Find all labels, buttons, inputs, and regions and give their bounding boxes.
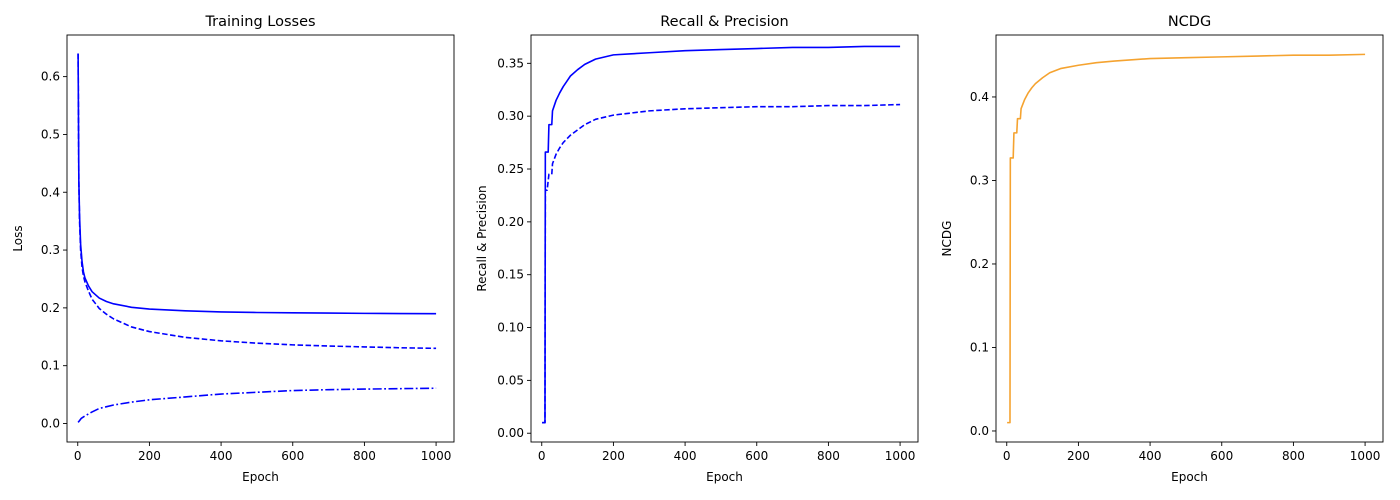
x-axis-label: Epoch <box>1171 470 1208 484</box>
x-tick-label: 200 <box>602 449 625 463</box>
series-line-2 <box>77 53 437 350</box>
x-tick-label: 800 <box>1282 449 1305 463</box>
x-tick-label: 600 <box>745 449 768 463</box>
x-tick-label: 600 <box>281 449 304 463</box>
x-tick-label: 1000 <box>421 449 452 463</box>
series-line-1 <box>77 53 437 315</box>
y-tick-label: 0.2 <box>970 257 989 271</box>
y-tick-label: 0.0 <box>41 417 60 431</box>
x-tick-label: 200 <box>1067 449 1090 463</box>
plot-frame <box>995 34 1384 443</box>
y-tick-label: 0.30 <box>497 109 524 123</box>
y-tick-label: 0.4 <box>970 90 989 104</box>
y-tick-label: 0.1 <box>970 340 989 354</box>
x-tick-label: 0 <box>538 449 546 463</box>
y-tick-label: 0.25 <box>497 162 524 176</box>
x-tick-label: 600 <box>1210 449 1233 463</box>
recall-precision-plot: Recall & Precision Epoch Recall & Precis… <box>475 14 919 484</box>
y-tick-label: 0.35 <box>497 56 524 70</box>
x-tick-label: 200 <box>138 449 161 463</box>
plot-frame <box>530 34 919 443</box>
x-tick-label: 800 <box>817 449 840 463</box>
plot-frame <box>66 34 455 443</box>
chart-title: Training Losses <box>204 14 315 30</box>
y-tick-label: 0.0 <box>970 424 989 438</box>
chart-title: NCDG <box>1168 14 1211 30</box>
x-tick-label: 800 <box>353 449 376 463</box>
x-tick-label: 1000 <box>885 449 916 463</box>
x-axis-label: Epoch <box>706 470 743 484</box>
y-tick-label: 0.1 <box>41 359 60 373</box>
x-tick-label: 400 <box>674 449 697 463</box>
y-tick-label: 0.3 <box>41 243 60 257</box>
chart-title: Recall & Precision <box>660 14 788 30</box>
y-tick-label: 0.15 <box>497 268 524 282</box>
y-axis-label: NCDG <box>940 221 954 257</box>
training-losses-plot: Training Losses Epoch Loss 0 200 400 600 800… <box>11 14 455 484</box>
y-tick-label: 0.3 <box>970 173 989 187</box>
y-tick-label: 0.00 <box>497 426 524 440</box>
x-tick-label: 400 <box>210 449 233 463</box>
series-line-2 <box>542 103 901 424</box>
y-tick-label: 0.20 <box>497 215 524 229</box>
y-tick-label: 0.4 <box>41 185 60 199</box>
x-tick-label: 400 <box>1139 449 1162 463</box>
x-axis-label: Epoch <box>242 470 279 484</box>
y-tick-label: 0.2 <box>41 301 60 315</box>
y-tick-label: 0.5 <box>41 127 60 141</box>
x-tick-label: 1000 <box>1350 449 1381 463</box>
y-tick-label: 0.05 <box>497 373 524 387</box>
y-axis-label: Loss <box>11 225 25 251</box>
series-line-3 <box>77 387 437 423</box>
series-line-1 <box>542 45 901 424</box>
ncdg-plot: NCDG Epoch NCDG 0 200 400 600 800 1000 0.0 0.1 0… <box>940 14 1384 484</box>
x-tick-label: 0 <box>1003 449 1011 463</box>
y-axis-label: Recall & Precision <box>475 185 489 291</box>
y-tick-label: 0.6 <box>41 70 60 84</box>
x-tick-label: 0 <box>74 449 82 463</box>
series-line-1 <box>1007 53 1366 424</box>
y-tick-label: 0.10 <box>497 321 524 335</box>
